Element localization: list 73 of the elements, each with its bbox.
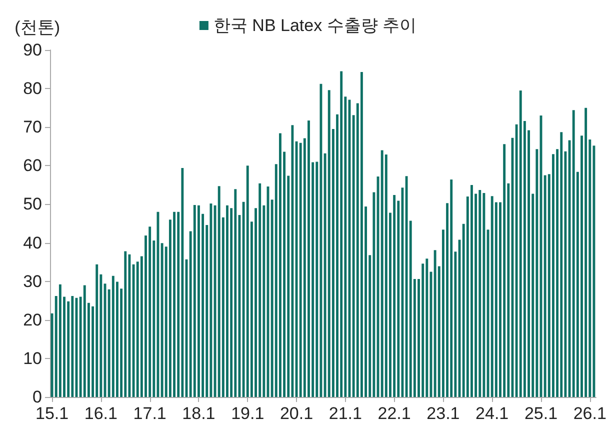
bar bbox=[193, 204, 196, 397]
bar bbox=[384, 154, 388, 397]
x-tick-label: 25.1 bbox=[524, 404, 558, 423]
y-tick-label: 20 bbox=[23, 310, 42, 330]
bar bbox=[482, 193, 486, 397]
bar bbox=[450, 180, 453, 397]
bar bbox=[320, 84, 322, 397]
bar bbox=[511, 138, 514, 397]
bar bbox=[299, 142, 302, 397]
bar bbox=[291, 125, 294, 397]
bar bbox=[198, 205, 200, 397]
legend-label: 한국 NB Latex 수출량 추이 bbox=[213, 16, 417, 35]
bar bbox=[380, 150, 384, 397]
x-tick-label: 26.1 bbox=[573, 404, 606, 423]
bar bbox=[470, 184, 473, 397]
bar bbox=[210, 203, 212, 397]
bar bbox=[544, 175, 546, 397]
x-tick-label: 24.1 bbox=[476, 404, 509, 423]
y-tick-label: 30 bbox=[23, 272, 42, 291]
bar bbox=[246, 166, 249, 397]
bar bbox=[58, 284, 62, 397]
bar bbox=[478, 190, 482, 397]
y-tick-label: 60 bbox=[23, 156, 42, 176]
bar bbox=[226, 205, 228, 397]
bar bbox=[96, 264, 98, 397]
x-tick-label: 18.1 bbox=[182, 404, 216, 423]
bar bbox=[83, 285, 86, 397]
bar bbox=[340, 71, 343, 397]
bar bbox=[560, 132, 563, 397]
y-tick-label: 0 bbox=[32, 388, 42, 406]
y-axis-title: (천톤) bbox=[14, 18, 60, 37]
x-tick-label: 22.1 bbox=[378, 404, 411, 423]
x-tick-label: 17.1 bbox=[133, 404, 166, 423]
x-tick-label: 23.1 bbox=[426, 404, 460, 423]
y-tick-label: 90 bbox=[23, 40, 42, 60]
bar bbox=[372, 192, 376, 397]
bar bbox=[572, 110, 575, 397]
y-tick-label: 70 bbox=[23, 118, 42, 137]
bar bbox=[218, 186, 220, 397]
y-tick-label: 10 bbox=[23, 348, 42, 368]
bar bbox=[234, 189, 237, 397]
bar bbox=[426, 258, 428, 397]
bar bbox=[490, 196, 494, 397]
bar bbox=[160, 243, 164, 397]
y-tick-label: 80 bbox=[23, 79, 42, 98]
bar bbox=[258, 183, 262, 397]
y-tick-label: 40 bbox=[23, 233, 42, 252]
x-tick-label: 19.1 bbox=[231, 404, 264, 423]
bar bbox=[278, 133, 282, 397]
bar bbox=[124, 251, 127, 397]
bar bbox=[536, 149, 538, 397]
bar bbox=[393, 194, 396, 397]
bar bbox=[71, 296, 74, 397]
bar bbox=[584, 108, 588, 397]
bar bbox=[181, 168, 184, 397]
bar bbox=[401, 188, 404, 397]
bar bbox=[503, 144, 506, 397]
bar bbox=[519, 90, 522, 397]
bar bbox=[132, 264, 135, 397]
bar bbox=[128, 254, 131, 397]
bar bbox=[360, 72, 363, 397]
bar bbox=[112, 276, 114, 397]
x-tick-label: 15.1 bbox=[35, 404, 69, 423]
bar bbox=[328, 90, 330, 397]
bar bbox=[173, 212, 176, 397]
bar bbox=[308, 120, 310, 397]
x-tick-label: 21.1 bbox=[328, 404, 362, 423]
bar bbox=[434, 250, 436, 397]
bar bbox=[148, 226, 152, 397]
y-tick-label: 50 bbox=[23, 194, 42, 214]
bar bbox=[405, 176, 408, 397]
x-tick-label: 16.1 bbox=[84, 404, 118, 423]
x-tick-label: 20.1 bbox=[280, 404, 314, 423]
